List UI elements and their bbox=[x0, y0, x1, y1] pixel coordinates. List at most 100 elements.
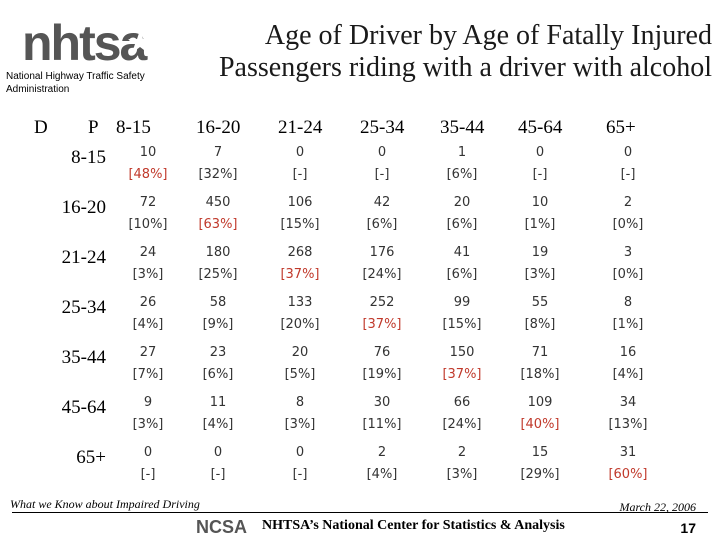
cell-count: 133 bbox=[287, 295, 313, 310]
cell-count: 23 bbox=[209, 345, 227, 360]
cell-count: 15 bbox=[531, 445, 549, 460]
cell-count: 30 bbox=[373, 395, 391, 410]
cell-count: 0 bbox=[377, 145, 387, 160]
cell-count: 1 bbox=[457, 145, 467, 160]
column-header: 45-64 bbox=[518, 117, 563, 138]
cell-count: 11 bbox=[209, 395, 227, 410]
cell-percent: [6%] bbox=[446, 217, 478, 232]
cell-count: 10 bbox=[531, 195, 549, 210]
cell-percent: [3%] bbox=[284, 417, 316, 432]
cell-count: 71 bbox=[531, 345, 549, 360]
passenger-axis-label: P bbox=[88, 117, 99, 138]
cell-percent: [-] bbox=[292, 467, 308, 482]
cell-count: 19 bbox=[531, 245, 549, 260]
cell-percent: [37%] bbox=[280, 267, 320, 282]
column-header: 25-34 bbox=[360, 117, 405, 138]
cell-percent: [6%] bbox=[446, 267, 478, 282]
table-cell: 15 [29%] bbox=[510, 442, 570, 486]
table-cell: 24 [3%] bbox=[118, 242, 178, 286]
table-cell: 20 [5%] bbox=[270, 342, 330, 386]
cell-count: 99 bbox=[453, 295, 471, 310]
cell-percent: [37%] bbox=[362, 317, 402, 332]
cell-count: 16 bbox=[619, 345, 637, 360]
table-cell: 133 [20%] bbox=[270, 292, 330, 336]
ncsa-logo: NCSA bbox=[196, 517, 247, 536]
cell-count: 3 bbox=[623, 245, 633, 260]
column-header: 16-20 bbox=[196, 117, 241, 138]
cell-count: 0 bbox=[535, 145, 545, 160]
row-label: 8-15 bbox=[71, 147, 106, 168]
cell-count: 0 bbox=[623, 145, 633, 160]
cell-percent: [60%] bbox=[608, 467, 648, 482]
cell-percent: [0%] bbox=[612, 267, 644, 282]
title-line-2: Passengers riding with a driver with alc… bbox=[218, 52, 712, 83]
row-label: 16-20 bbox=[61, 197, 106, 218]
cell-percent: [-] bbox=[210, 467, 226, 482]
table-cell: 7 [32%] bbox=[188, 142, 248, 186]
cell-count: 0 bbox=[295, 145, 305, 160]
column-header: 8-15 bbox=[116, 117, 151, 138]
cell-percent: [0%] bbox=[612, 217, 644, 232]
table-cell: 2 [0%] bbox=[598, 192, 658, 236]
cell-percent: [20%] bbox=[280, 317, 320, 332]
nhtsa-logo-text: nhtsa bbox=[22, 15, 149, 68]
cell-percent: [-] bbox=[140, 467, 156, 482]
cell-count: 24 bbox=[139, 245, 157, 260]
star-icon bbox=[128, 30, 152, 53]
cell-count: 106 bbox=[287, 195, 313, 210]
cell-count: 7 bbox=[213, 145, 223, 160]
cell-percent: [18%] bbox=[520, 367, 560, 382]
table-cell: 450 [63%] bbox=[188, 192, 248, 236]
cell-count: 2 bbox=[623, 195, 633, 210]
cell-count: 31 bbox=[619, 445, 637, 460]
table-cell: 20 [6%] bbox=[432, 192, 492, 236]
table-cell: 268 [37%] bbox=[270, 242, 330, 286]
row-label: 21-24 bbox=[61, 247, 106, 268]
cell-count: 450 bbox=[205, 195, 231, 210]
column-header: 21-24 bbox=[278, 117, 323, 138]
table-cell: 99 [15%] bbox=[432, 292, 492, 336]
cell-percent: [15%] bbox=[442, 317, 482, 332]
nhtsa-logo: nhtsa bbox=[22, 15, 152, 68]
table-cell: 41 [6%] bbox=[432, 242, 492, 286]
cell-count: 20 bbox=[291, 345, 309, 360]
cell-percent: [29%] bbox=[520, 467, 560, 482]
table-cell: 176 [24%] bbox=[352, 242, 412, 286]
cell-percent: [6%] bbox=[202, 367, 234, 382]
cell-percent: [8%] bbox=[524, 317, 556, 332]
ncsa-logo-text: NCSA bbox=[196, 517, 247, 536]
cell-percent: [5%] bbox=[284, 367, 316, 382]
cell-percent: [3%] bbox=[524, 267, 556, 282]
cell-percent: [48%] bbox=[128, 167, 168, 182]
table-cell: 150 [37%] bbox=[432, 342, 492, 386]
cell-percent: [4%] bbox=[366, 467, 398, 482]
cell-percent: [24%] bbox=[442, 417, 482, 432]
table-cell: 2 [3%] bbox=[432, 442, 492, 486]
cell-percent: [32%] bbox=[198, 167, 238, 182]
cell-count: 20 bbox=[453, 195, 471, 210]
cell-count: 55 bbox=[531, 295, 549, 310]
table-cell: 66 [24%] bbox=[432, 392, 492, 436]
cell-percent: [4%] bbox=[612, 367, 644, 382]
table-cell: 180 [25%] bbox=[188, 242, 248, 286]
table-cell: 0 [-] bbox=[352, 142, 412, 186]
driver-axis-label: D bbox=[34, 117, 48, 138]
footer-center: NCSA NHTSA’s National Center for Statist… bbox=[196, 516, 565, 536]
agency-name: National Highway Traffic Safety Administ… bbox=[6, 71, 145, 95]
table-cell: 3 [0%] bbox=[598, 242, 658, 286]
table-cell: 26 [4%] bbox=[118, 292, 178, 336]
cell-count: 8 bbox=[295, 395, 305, 410]
cell-count: 66 bbox=[453, 395, 471, 410]
cell-percent: [40%] bbox=[520, 417, 560, 432]
cell-count: 58 bbox=[209, 295, 227, 310]
table-cell: 16 [4%] bbox=[598, 342, 658, 386]
cell-count: 26 bbox=[139, 295, 157, 310]
table-cell: 34 [13%] bbox=[598, 392, 658, 436]
cell-count: 2 bbox=[457, 445, 467, 460]
cell-percent: [7%] bbox=[132, 367, 164, 382]
cell-count: 252 bbox=[369, 295, 395, 310]
cell-count: 150 bbox=[449, 345, 475, 360]
table-cell: 23 [6%] bbox=[188, 342, 248, 386]
table-cell: 9 [3%] bbox=[118, 392, 178, 436]
table-cell: 72 [10%] bbox=[118, 192, 178, 236]
